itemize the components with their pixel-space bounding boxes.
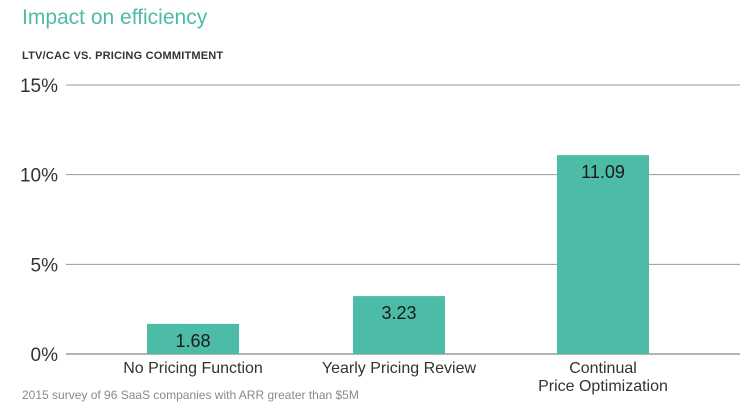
y-tick-label: 15% <box>20 76 58 97</box>
x-tick-label: Price Optimization <box>538 378 668 395</box>
y-tick-label: 5% <box>31 255 59 276</box>
chart-title: Impact on efficiency <box>22 6 208 29</box>
x-tick-label: Yearly Pricing Review <box>322 360 477 377</box>
bar <box>557 155 649 354</box>
chart-footnote: 2015 survey of 96 SaaS companies with AR… <box>22 388 359 402</box>
bar <box>147 323 239 354</box>
y-tick-label: 0% <box>31 345 59 366</box>
bar <box>353 296 445 354</box>
x-tick-label: Continual <box>569 360 637 377</box>
y-tick-label: 10% <box>20 166 58 187</box>
bar-value-label: 1.68 <box>175 331 210 351</box>
bar-value-label: 11.09 <box>581 162 625 182</box>
bar-value-label: 3.23 <box>381 303 416 323</box>
chart-subtitle: LTV/CAC VS. PRICING COMMITMENT <box>22 50 224 62</box>
x-tick-label: No Pricing Function <box>123 360 263 377</box>
